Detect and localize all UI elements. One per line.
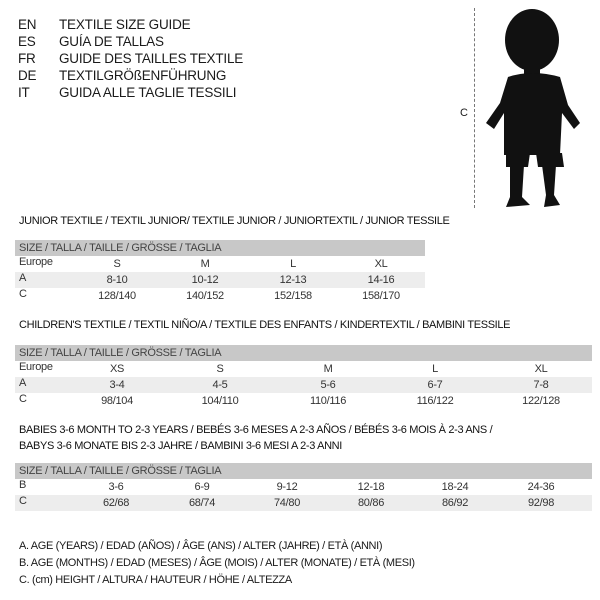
- table-cell: 12-18: [357, 481, 385, 493]
- lang-text: GUIDE DES TAILLES TEXTILE: [59, 51, 244, 66]
- table-cell: 80/86: [357, 497, 385, 509]
- table-cell: 12-13: [279, 274, 307, 286]
- row-label: A: [19, 272, 27, 284]
- table-header: SIZE / TALLA / TAILLE / GRÖSSE / TAGLIA: [15, 463, 592, 479]
- table-cell: 3-6: [108, 481, 124, 493]
- table-cell: 6-9: [194, 481, 210, 493]
- table-cell: 8-10: [106, 274, 128, 286]
- size-table: SIZE / TALLA / TAILLE / GRÖSSE / TAGLIA E…: [15, 345, 592, 409]
- legend-b: B. AGE (MONTHS) / EDAD (MESES) / ÂGE (MO…: [19, 557, 415, 569]
- table-cell: M: [200, 258, 210, 270]
- child-silhouette-icon: [486, 9, 580, 207]
- table-cell: S: [216, 363, 224, 375]
- table-cell: 18-24: [441, 481, 469, 493]
- lang-code: IT: [18, 85, 30, 100]
- table-row: C 98/104 104/110 110/116 116/122 122/128: [15, 393, 592, 409]
- table-cell: 68/74: [188, 497, 216, 509]
- table-row: Europe S M L XL: [15, 256, 425, 272]
- row-label: Europe: [19, 256, 53, 268]
- table-cell: XS: [109, 363, 125, 375]
- table-cell: L: [290, 258, 296, 270]
- row-label: Europe: [19, 361, 53, 373]
- lang-text: TEXTILGRÖßENFÜHRUNG: [59, 68, 227, 83]
- row-label: A: [19, 377, 27, 389]
- lang-text: GUIDA ALLE TAGLIE TESSILI: [59, 85, 237, 100]
- table-cell: 152/158: [274, 290, 312, 302]
- table-cell: XL: [374, 258, 388, 270]
- size-table: SIZE / TALLA / TAILLE / GRÖSSE / TAGLIA E…: [15, 240, 425, 304]
- table-title: BABIES 3-6 MONTH TO 2-3 YEARS / BEBÉS 3-…: [19, 424, 493, 436]
- lang-es: ES GUÍA DE TALLAS: [18, 33, 243, 50]
- legend: A. AGE (YEARS) / EDAD (AÑOS) / ÂGE (ANS)…: [19, 538, 415, 589]
- lang-code: DE: [18, 68, 37, 83]
- table-cell: 86/92: [441, 497, 469, 509]
- row-label: B: [19, 479, 27, 491]
- table-cell: 3-4: [109, 379, 125, 391]
- table-cell: 5-6: [320, 379, 336, 391]
- table-cell: 7-8: [533, 379, 549, 391]
- table-cell: 9-12: [276, 481, 298, 493]
- lang-text: GUÍA DE TALLAS: [59, 34, 164, 49]
- size-table: SIZE / TALLA / TAILLE / GRÖSSE / TAGLIA B…: [15, 463, 592, 511]
- row-label: C: [19, 495, 27, 507]
- table-cell: 14-16: [367, 274, 395, 286]
- table-cell: 6-7: [427, 379, 443, 391]
- lang-en: EN TEXTILE SIZE GUIDE: [18, 16, 243, 33]
- table-row: C 128/140 140/152 152/158 158/170: [15, 288, 425, 304]
- legend-a: A. AGE (YEARS) / EDAD (AÑOS) / ÂGE (ANS)…: [19, 540, 383, 552]
- table-row: A 3-4 4-5 5-6 6-7 7-8: [15, 377, 592, 393]
- table-cell: 24-36: [527, 481, 555, 493]
- lang-de: DE TEXTILGRÖßENFÜHRUNG: [18, 67, 243, 84]
- lang-code: FR: [18, 51, 36, 66]
- table-cell: M: [323, 363, 333, 375]
- table-cell: 92/98: [527, 497, 555, 509]
- table-header: SIZE / TALLA / TAILLE / GRÖSSE / TAGLIA: [15, 240, 425, 256]
- table-cell: 140/152: [186, 290, 224, 302]
- table-cell: 116/122: [416, 395, 454, 407]
- table-cell: 98/104: [101, 395, 133, 407]
- row-label: C: [19, 288, 27, 300]
- height-measure-line: [474, 8, 475, 208]
- table-header: SIZE / TALLA / TAILLE / GRÖSSE / TAGLIA: [15, 345, 592, 361]
- lang-code: ES: [18, 34, 36, 49]
- table-cell: 74/80: [273, 497, 301, 509]
- lang-text: TEXTILE SIZE GUIDE: [59, 17, 191, 32]
- lang-fr: FR GUIDE DES TAILLES TEXTILE: [18, 50, 243, 67]
- table-row: C 62/68 68/74 74/80 80/86 86/92 92/98: [15, 495, 592, 511]
- table-title: BABYS 3-6 MONATE BIS 2-3 JAHRE / BAMBINI…: [19, 440, 342, 452]
- table-row: Europe XS S M L XL: [15, 361, 592, 377]
- table-cell: XL: [534, 363, 548, 375]
- table-cell: 158/170: [362, 290, 400, 302]
- table-cell: 4-5: [212, 379, 228, 391]
- lang-code: EN: [18, 17, 37, 32]
- table-cell: 110/116: [309, 395, 347, 407]
- table-cell: L: [432, 363, 438, 375]
- row-label: C: [19, 393, 27, 405]
- measure-label: C: [460, 107, 468, 119]
- table-cell: 128/140: [98, 290, 136, 302]
- table-row: B 3-6 6-9 9-12 12-18 18-24 24-36: [15, 479, 592, 495]
- table-title: CHILDREN'S TEXTILE / TEXTIL NIÑO/A / TEX…: [19, 319, 511, 331]
- table-row: A 8-10 10-12 12-13 14-16: [15, 272, 425, 288]
- legend-c: C. (cm) HEIGHT / ALTURA / HAUTEUR / HÖHE…: [19, 574, 292, 586]
- table-cell: S: [113, 258, 121, 270]
- table-cell: 104/110: [201, 395, 239, 407]
- lang-it: IT GUIDA ALLE TAGLIE TESSILI: [18, 84, 243, 101]
- table-title: JUNIOR TEXTILE / TEXTIL JUNIOR/ TEXTILE …: [19, 215, 450, 227]
- table-cell: 122/128: [522, 395, 560, 407]
- table-cell: 62/68: [102, 497, 130, 509]
- table-cell: 10-12: [191, 274, 219, 286]
- language-list: EN TEXTILE SIZE GUIDE ES GUÍA DE TALLAS FR…: [18, 16, 243, 101]
